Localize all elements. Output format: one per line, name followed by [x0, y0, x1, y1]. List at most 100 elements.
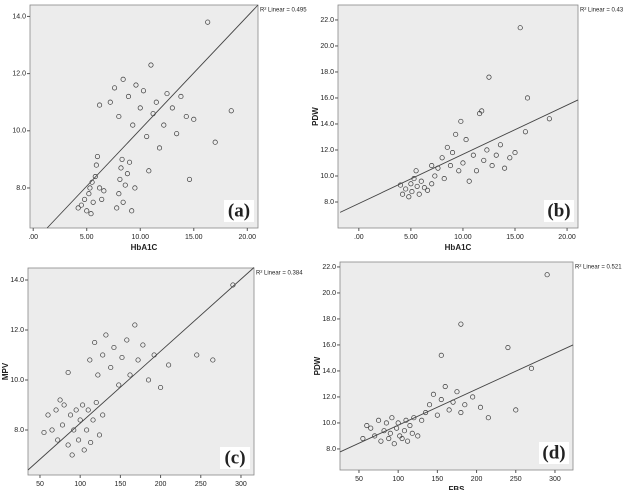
x-tick-label: 100: [74, 481, 86, 488]
y-tick-label: 16.0: [322, 342, 336, 349]
point: [389, 415, 395, 421]
point: [140, 88, 147, 94]
point: [71, 427, 77, 433]
x-tick-label: 300: [549, 476, 561, 483]
y-tick-label: 8.0: [326, 446, 336, 453]
point: [73, 407, 79, 413]
point: [446, 407, 452, 413]
point: [212, 139, 218, 145]
x-tick-label: 10.00: [454, 234, 472, 241]
point: [426, 402, 433, 408]
point: [116, 191, 122, 197]
point: [53, 407, 59, 413]
point: [458, 409, 464, 416]
point: [372, 433, 378, 439]
point: [438, 352, 444, 358]
point: [387, 430, 393, 436]
y-tick-label: 14.0: [322, 368, 336, 375]
point: [178, 93, 184, 100]
point: [65, 442, 71, 448]
point: [454, 389, 460, 395]
point: [512, 150, 518, 156]
panel-label-box: [539, 442, 569, 464]
point: [360, 435, 366, 442]
point: [405, 438, 411, 444]
y-tick-label: 12.0: [320, 147, 334, 154]
point: [148, 62, 154, 68]
point: [441, 176, 447, 182]
point: [88, 211, 94, 217]
y-tick-label: 22.0: [320, 17, 334, 24]
y-tick-label: 12.0: [10, 327, 24, 334]
point: [78, 202, 84, 208]
point: [453, 131, 459, 137]
y-tick-label: 18.0: [320, 69, 334, 76]
point: [57, 397, 63, 403]
point: [408, 181, 414, 187]
point: [107, 99, 113, 105]
panel-label: (a): [228, 200, 250, 221]
point: [87, 357, 93, 363]
point: [158, 384, 164, 391]
point: [108, 364, 114, 371]
point: [174, 131, 180, 137]
point: [447, 163, 454, 169]
y-tick-label: 20.0: [322, 290, 336, 297]
point: [120, 199, 126, 205]
point: [45, 412, 51, 418]
point: [77, 417, 83, 423]
y-tick-label: 16.0: [320, 95, 334, 102]
x-axis-label: FBS: [449, 485, 466, 490]
point: [49, 427, 55, 433]
panel-label: (b): [547, 200, 570, 221]
point: [413, 168, 419, 174]
point: [546, 116, 552, 122]
point: [183, 113, 189, 120]
point: [161, 122, 167, 128]
point: [94, 153, 100, 160]
x-tick-label: 15.00: [506, 234, 524, 241]
y-tick-label: 10.0: [12, 128, 26, 135]
point: [378, 438, 384, 444]
fit-annotation: R² Linear = 0.384: [256, 271, 303, 277]
point: [418, 178, 424, 184]
point: [156, 145, 163, 151]
point: [59, 422, 66, 428]
point: [126, 159, 133, 165]
point: [166, 362, 172, 368]
point: [186, 176, 193, 182]
point: [517, 25, 523, 31]
point: [497, 142, 503, 148]
point: [41, 429, 47, 436]
point: [473, 168, 480, 174]
point: [67, 412, 74, 418]
point: [438, 396, 444, 403]
point: [486, 74, 492, 80]
point: [127, 372, 133, 378]
point: [505, 344, 511, 351]
point: [146, 168, 152, 174]
point: [228, 108, 234, 114]
point: [376, 417, 382, 423]
point: [401, 428, 407, 434]
y-tick-label: 14.0: [320, 121, 334, 128]
point: [423, 409, 429, 416]
x-tick-label: 250: [510, 476, 522, 483]
point: [462, 402, 468, 408]
x-axis-label: HbA1C: [445, 243, 472, 252]
point: [101, 188, 107, 194]
point: [481, 157, 487, 163]
fit-line: [339, 99, 579, 213]
y-tick-label: 12.0: [322, 394, 336, 401]
point: [84, 427, 90, 433]
point: [117, 176, 123, 182]
x-tick-label: 50: [36, 481, 44, 488]
point: [122, 182, 128, 188]
point: [124, 171, 130, 177]
point: [169, 105, 175, 111]
point: [466, 178, 472, 184]
point: [383, 420, 389, 426]
x-tick-label: 150: [432, 476, 444, 483]
y-tick-label: 10.0: [10, 377, 24, 384]
point: [119, 156, 125, 162]
